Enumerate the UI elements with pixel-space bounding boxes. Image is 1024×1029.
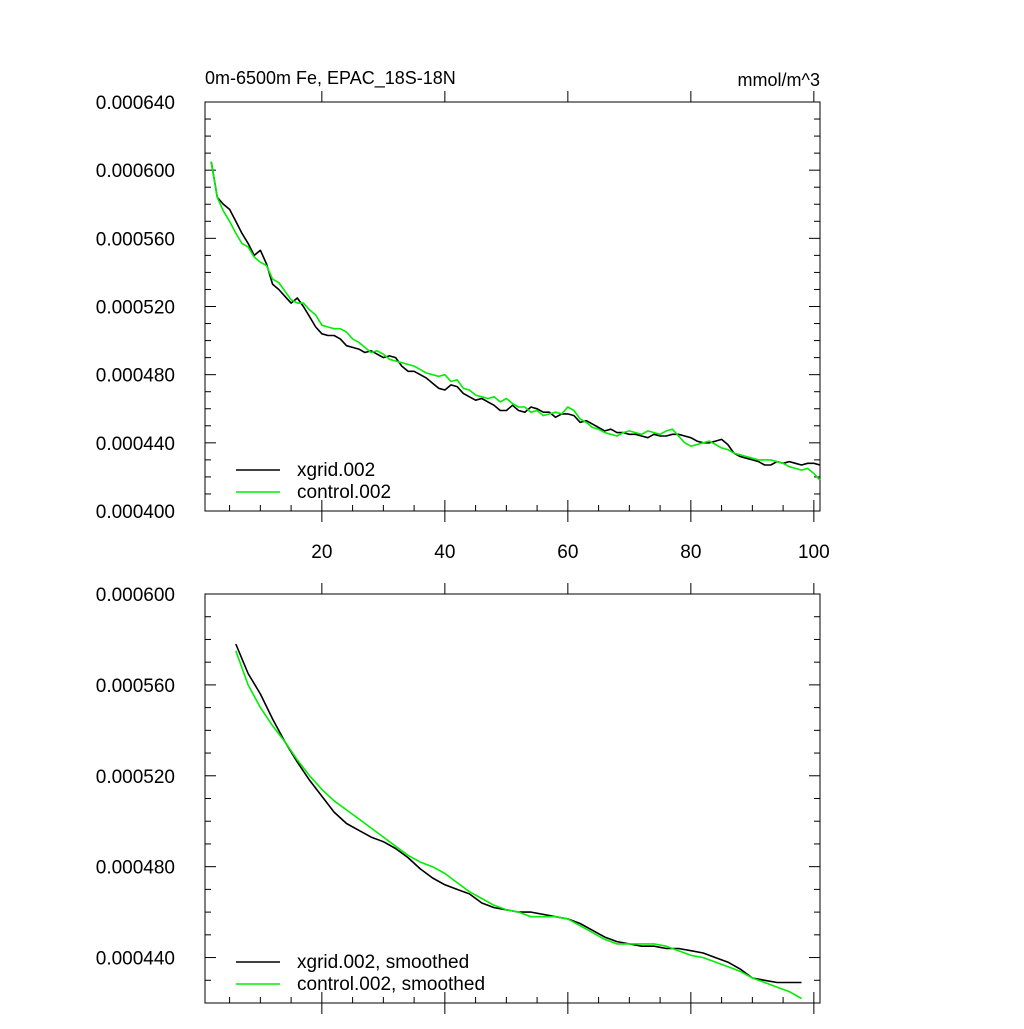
y-tick-label: 0.000560 [96,676,175,697]
bottom-panel: 0.000440 0.000480 0.000520 0.000560 0.000600… [96,583,821,1014]
y-tick-label: 0.000600 [96,161,175,182]
plot-frame [204,593,821,1004]
legend-label: control.002, smoothed [297,974,485,995]
x-tick-label: 80 [680,542,701,563]
x-tick-label: 60 [557,542,578,563]
x-tick-label: 20 [311,542,332,563]
y-tick-label: 0.000440 [96,434,175,455]
series-line-xgrid [235,643,802,984]
legend-label: control.002 [297,482,391,503]
y-tick-label: 0.000640 [96,93,175,114]
y-tick-label: 0.000520 [96,298,175,319]
chart-title: 0m-6500m Fe, EPAC_18S-18N [205,68,456,89]
x-tick-label: 40 [434,542,455,563]
series-line-xgrid [210,161,821,466]
legend-label: xgrid.002, smoothed [297,952,469,973]
y-tick-label: 0.000560 [96,229,175,250]
y-tick-label: 0.000400 [96,502,175,523]
x-tick-label: 100 [798,542,830,563]
y-tick-label: 0.000480 [96,858,175,879]
units-label: mmol/m^3 [738,70,820,90]
y-tick-label: 0.000520 [96,767,175,788]
series-line-control [235,650,802,1000]
top-panel: 0m-6500m Fe, EPAC_18S-18N mmol/m^3 0.000… [96,68,830,563]
y-tick-label: 0.000440 [96,949,175,970]
y-tick-label: 0.000480 [96,366,175,387]
legend-label: xgrid.002 [297,460,375,481]
series-line-control [210,161,821,481]
y-tick-label: 0.000600 [96,585,175,606]
